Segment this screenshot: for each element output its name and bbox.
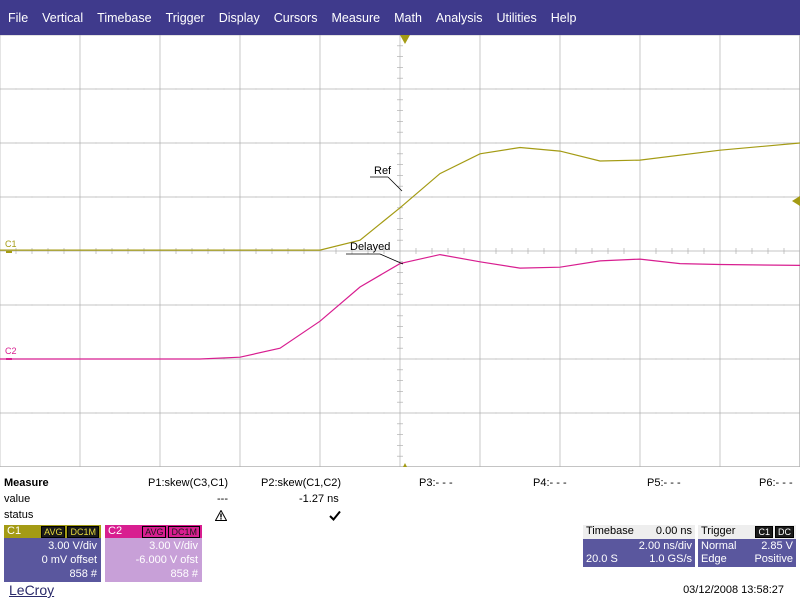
menu-cursors[interactable]: Cursors xyxy=(273,10,318,25)
c2-count: 858 # xyxy=(170,568,198,580)
timebase-delay: 0.00 ns xyxy=(655,525,692,537)
timestamp: 03/12/2008 13:58:27 xyxy=(683,584,784,596)
measure-title: Measure xyxy=(4,477,49,489)
c1-panel-header: C1 AVG DC1M xyxy=(4,525,101,538)
timebase-tdiv: 2.00 ns/div xyxy=(638,540,692,552)
c1-ground-marker[interactable] xyxy=(6,251,12,253)
measure-value-row: value --- -1.27 ns xyxy=(0,493,800,508)
c1-count: 858 # xyxy=(69,568,97,580)
c2-coupling-tag: DC1M xyxy=(168,526,200,538)
c1-ground-label: C1 xyxy=(5,239,17,249)
c1-panel-name: C1 xyxy=(7,525,22,537)
p3-name[interactable]: P3:- - - xyxy=(419,477,453,489)
measure-header-row: Measure P1:skew(C3,C1) P2:skew(C1,C2) P3… xyxy=(0,477,800,492)
trigger-type: Edge xyxy=(701,553,727,565)
c2-avg-tag: AVG xyxy=(142,526,167,538)
p6-name[interactable]: P6:- - - xyxy=(759,477,793,489)
menu-timebase[interactable]: Timebase xyxy=(97,10,152,25)
p2-value: -1.27 ns xyxy=(299,493,339,505)
menu-bar: File Vertical Timebase Trigger Display C… xyxy=(0,0,800,35)
p4-name[interactable]: P4:- - - xyxy=(533,477,567,489)
trigger-coupling-tag: DC xyxy=(775,526,794,538)
c1-waveform xyxy=(0,142,800,251)
waveform-display[interactable]: C1 C2 Ref Delayed xyxy=(0,35,800,467)
value-row-label: value xyxy=(4,493,31,505)
trigger-level-marker[interactable] xyxy=(792,196,800,206)
p1-name[interactable]: P1:skew(C3,C1) xyxy=(148,477,229,489)
menu-math[interactable]: Math xyxy=(394,10,422,25)
p2-name[interactable]: P2:skew(C1,C2) xyxy=(261,477,342,489)
menu-utilities[interactable]: Utilities xyxy=(496,10,537,25)
menu-trigger[interactable]: Trigger xyxy=(165,10,205,25)
lecroy-logo: LeCroy xyxy=(9,582,55,598)
c1-channel-panel[interactable]: C1 AVG DC1M 3.00 V/div 0 mV offset 858 # xyxy=(4,525,101,582)
trigger-mode: Normal xyxy=(701,540,737,552)
trigger-delay-bottom-marker[interactable] xyxy=(399,463,411,467)
menu-help[interactable]: Help xyxy=(550,10,577,25)
c2-panel-header: C2 AVG DC1M xyxy=(105,525,202,538)
trigger-panel[interactable]: Trigger C1 DC Normal 2.85 V Edge Positive xyxy=(698,525,796,567)
delayed-annotation: Delayed xyxy=(350,241,390,253)
c2-ground-label: C2 xyxy=(5,346,17,356)
c1-vdiv: 3.00 V/div xyxy=(48,540,97,552)
c2-waveform xyxy=(0,253,800,360)
ref-annotation-leader xyxy=(387,176,403,192)
p1-value: --- xyxy=(217,493,228,505)
check-icon xyxy=(329,510,341,521)
c2-offset: -6.000 V ofst xyxy=(135,554,198,566)
timebase-rate: 1.0 GS/s xyxy=(649,553,692,565)
graticule-grid xyxy=(0,35,800,467)
warning-icon xyxy=(215,510,227,521)
menu-analysis[interactable]: Analysis xyxy=(435,10,483,25)
measure-status-row: status xyxy=(0,509,800,524)
trigger-header: Trigger C1 DC xyxy=(698,525,796,539)
ref-annotation: Ref xyxy=(374,165,392,177)
trigger-level: 2.85 V xyxy=(761,540,793,552)
trigger-title: Trigger xyxy=(701,525,736,537)
menu-display[interactable]: Display xyxy=(218,10,260,25)
c1-offset: 0 mV offset xyxy=(41,554,97,566)
c2-panel-name: C2 xyxy=(108,525,123,537)
timebase-title: Timebase xyxy=(586,525,634,537)
timebase-header: Timebase 0.00 ns xyxy=(583,525,695,539)
menu-vertical[interactable]: Vertical xyxy=(42,10,84,25)
delayed-annotation-leader xyxy=(379,253,404,265)
menu-measure[interactable]: Measure xyxy=(331,10,381,25)
c1-avg-tag: AVG xyxy=(41,526,66,538)
trigger-slope: Positive xyxy=(754,553,793,565)
c2-channel-panel[interactable]: C2 AVG DC1M 3.00 V/div -6.000 V ofst 858 … xyxy=(105,525,202,582)
p5-name[interactable]: P5:- - - xyxy=(647,477,681,489)
c1-coupling-tag: DC1M xyxy=(67,526,99,538)
timebase-panel[interactable]: Timebase 0.00 ns 2.00 ns/div 20.0 S 1.0 … xyxy=(583,525,695,567)
trigger-delay-top-marker[interactable] xyxy=(400,35,410,44)
menu-file[interactable]: File xyxy=(8,10,29,25)
c2-vdiv: 3.00 V/div xyxy=(149,540,198,552)
status-row-label: status xyxy=(4,509,34,521)
timebase-mode: 20.0 S xyxy=(586,553,618,565)
trigger-source-tag: C1 xyxy=(755,526,773,538)
